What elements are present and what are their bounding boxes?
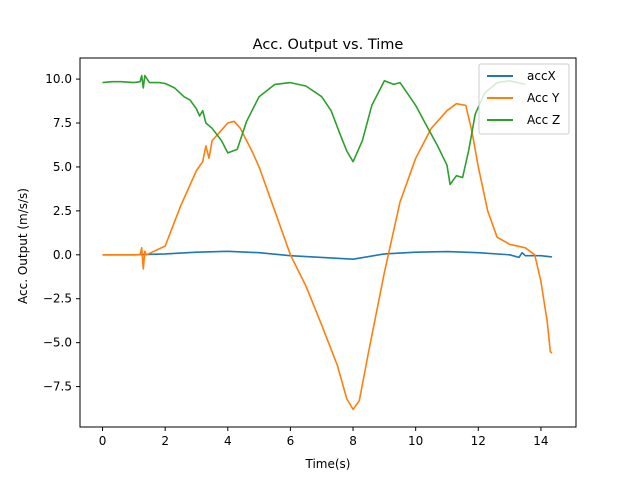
x-tick-label: 6 [287,434,295,448]
legend: accX Acc Y Acc Z [478,63,570,135]
y-tick-label: 5.0 [53,160,72,174]
y-tick-label: −2.5 [43,292,72,306]
chart-title: Acc. Output vs. Time [253,37,404,53]
series-line-2 [102,74,526,186]
legend-box [478,63,570,135]
legend-label-accx: accX [527,69,556,83]
x-tick-label: 4 [224,434,232,448]
series-layer [102,74,553,411]
x-tick-label: 12 [471,434,486,448]
x-tick-label: 10 [408,434,423,448]
x-tick-label: 14 [533,434,548,448]
y-tick-label: −7.5 [43,380,72,394]
axes-layer: 0 2 4 6 8 10 12 14 −7.5 −5.0 −2.5 0.0 2.5 5.0 7.5 10.0 [43,57,577,448]
y-tick-label: −5.0 [43,336,72,350]
y-axis-label: Acc. Output (m/s/s) [16,188,30,304]
plot-frame [79,57,577,428]
x-tick-label: 0 [99,434,107,448]
legend-label-accz: Acc Z [527,113,560,127]
x-axis-label: Time(s) [305,457,351,471]
y-tick-label: 10.0 [45,72,72,86]
x-tick-label: 8 [349,434,357,448]
y-tick-label: 7.5 [53,116,72,130]
y-tick-label: 0.0 [53,248,72,262]
x-tick-label: 2 [161,434,169,448]
series-line-1 [102,102,553,411]
series-line-0 [102,250,552,261]
legend-label-accy: Acc Y [527,91,560,105]
y-tick-label: 2.5 [53,204,72,218]
